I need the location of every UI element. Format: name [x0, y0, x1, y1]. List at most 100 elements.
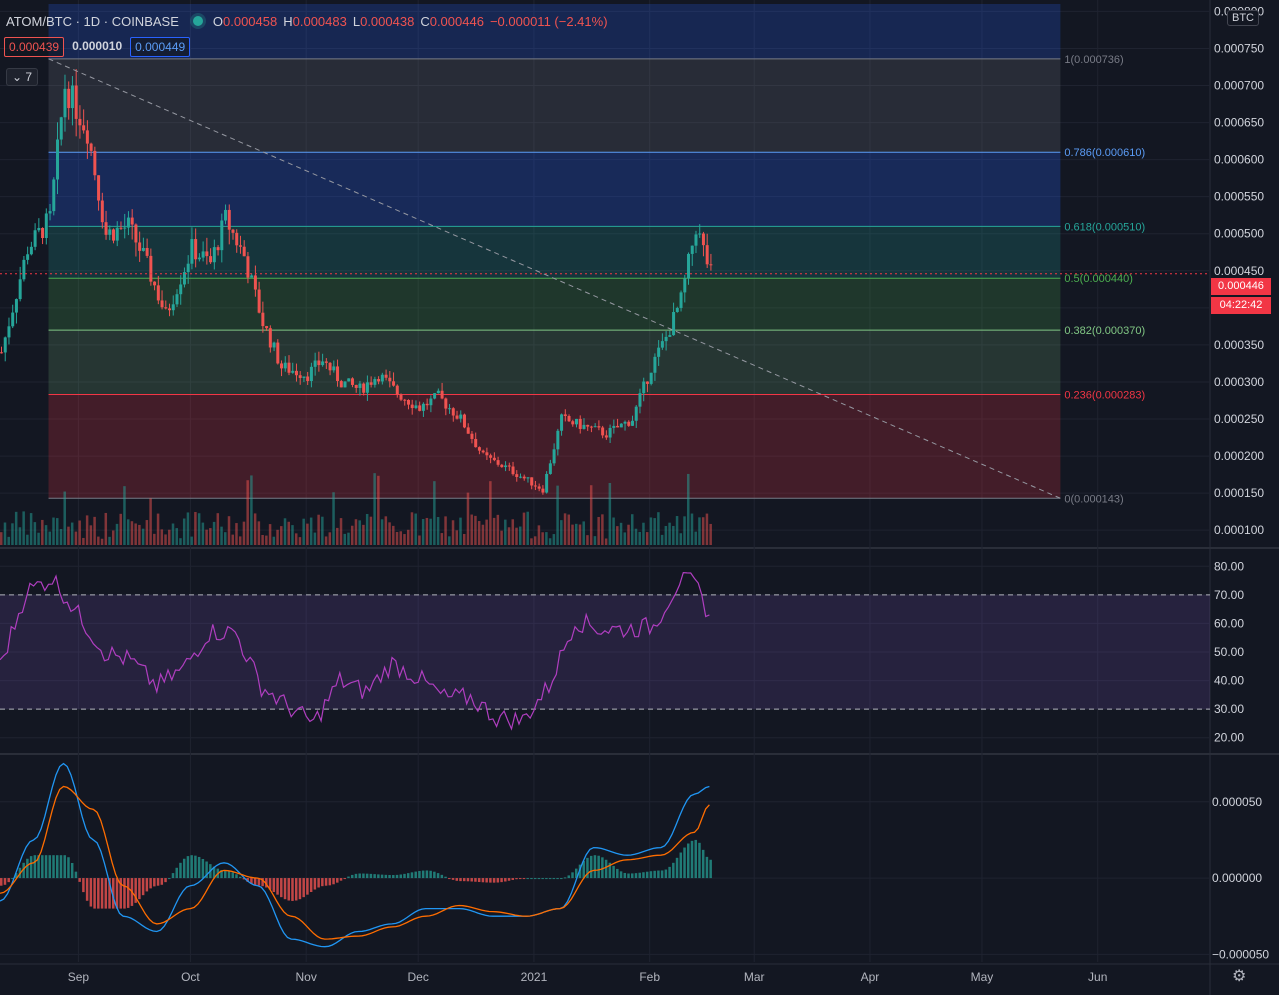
volume-bar [593, 536, 597, 545]
bid-button[interactable]: 0.000439 [4, 37, 65, 57]
macd-histogram-bar [709, 859, 712, 879]
volume-bar [403, 534, 406, 545]
candle-body [399, 394, 403, 400]
candle-body [582, 424, 586, 429]
candle-body [634, 406, 638, 421]
macd-histogram-bar [186, 856, 190, 879]
macd-histogram-bar [283, 878, 287, 900]
candle-body [29, 246, 33, 255]
volume-bar [130, 521, 134, 545]
volume-bar [261, 534, 264, 545]
volume-bar [22, 511, 25, 545]
close-value: 0.000446 [429, 13, 484, 29]
macd-histogram-bar [571, 872, 574, 879]
macd-histogram-bar [63, 855, 66, 879]
indicators-collapse-button[interactable]: ⌄ 7 [6, 68, 39, 86]
candle-body [201, 251, 205, 258]
symbol-title[interactable]: ATOM/BTC · 1D · COINBASE [6, 13, 179, 29]
macd-histogram-bar [589, 855, 593, 879]
candle-body [623, 421, 627, 424]
volume-bar [698, 517, 701, 545]
candle-body [631, 420, 635, 426]
macd-histogram-bar [448, 878, 451, 880]
volume-bar [657, 512, 660, 545]
volume-bar [489, 481, 492, 545]
rsi-line [0, 571, 710, 731]
candle-body [395, 385, 399, 395]
candle-body [373, 379, 377, 385]
volume-bar [231, 534, 234, 545]
candle-body [18, 279, 22, 300]
macd-histogram-bar [444, 876, 447, 879]
macd-histogram-bar [321, 878, 324, 887]
candle-body [246, 256, 250, 278]
candle-body [403, 399, 407, 401]
macd-histogram-bar [11, 878, 14, 880]
macd-histogram-bar [526, 878, 529, 880]
macd-histogram-bar [44, 855, 48, 879]
macd-histogram-bar [141, 878, 145, 896]
macd-histogram-bar [504, 878, 507, 882]
macd-histogram-bar [354, 873, 358, 879]
candle-body [575, 418, 578, 425]
candle-body [698, 233, 702, 235]
macd-histogram-bar [347, 876, 350, 879]
volume-bar [705, 513, 709, 545]
macd-histogram-bar [433, 871, 436, 879]
candle-body [112, 229, 116, 241]
candle-body [328, 362, 332, 371]
currency-unit-button[interactable]: BTC [1227, 10, 1259, 26]
settings-gear-icon[interactable]: ⚙ [1232, 968, 1247, 985]
candle-body [563, 414, 567, 417]
macd-axis-label: 0.000050 [1212, 795, 1262, 809]
price-axis-label: 0.000750 [1214, 41, 1264, 55]
macd-histogram-bar [384, 874, 388, 879]
volume-bar [29, 513, 33, 545]
candle-body [160, 300, 164, 308]
macd-histogram-bar [190, 855, 193, 879]
volume-bar [224, 532, 227, 545]
candle-body [612, 425, 616, 428]
candle-body [168, 308, 172, 311]
volume-bar [504, 519, 507, 545]
candle-body [627, 421, 631, 426]
macd-histogram-bar [507, 878, 511, 881]
volume-bar [175, 528, 178, 545]
macd-histogram-bar [563, 877, 567, 879]
volume-bar [190, 536, 193, 545]
macd-histogram-bar [698, 842, 701, 879]
candle-body [235, 232, 239, 246]
macd-histogram-bar [268, 878, 272, 890]
volume-bar [235, 523, 238, 545]
volume-bar [608, 482, 612, 545]
macd-histogram-bar [642, 872, 645, 879]
trendline[interactable] [48, 58, 1061, 499]
macd-histogram-bar [82, 878, 85, 893]
macd-histogram-bar [246, 878, 249, 882]
candle-body [384, 374, 388, 378]
volume-bar [186, 512, 190, 545]
candle-body [638, 393, 642, 407]
macd-histogram-bar [369, 873, 373, 879]
fibonacci-retracement[interactable]: 1(0.000736) 0.786(0.000610) 0.618(0.000510… [48, 4, 1146, 505]
candle-body [268, 328, 272, 348]
volume-bar [507, 527, 511, 545]
macd-histogram-bar [194, 855, 197, 879]
macd-histogram-bar [392, 875, 395, 879]
candle-body [448, 408, 452, 410]
fib-zone [48, 226, 1061, 279]
candle-body [52, 179, 56, 212]
candle-body [171, 304, 175, 311]
change-value: −0.000011 (−2.41%) [489, 13, 608, 29]
volume-bar [582, 521, 585, 545]
fib-level-label: 0.382(0.000370) [1064, 325, 1145, 337]
volume-bar [134, 523, 137, 545]
volume-bar [362, 524, 365, 545]
ask-button[interactable]: 0.000449 [130, 37, 191, 57]
volume-bar [112, 530, 115, 545]
candle-body [74, 85, 78, 119]
volume-bar [421, 519, 425, 545]
time-axis-label: May [971, 970, 994, 984]
